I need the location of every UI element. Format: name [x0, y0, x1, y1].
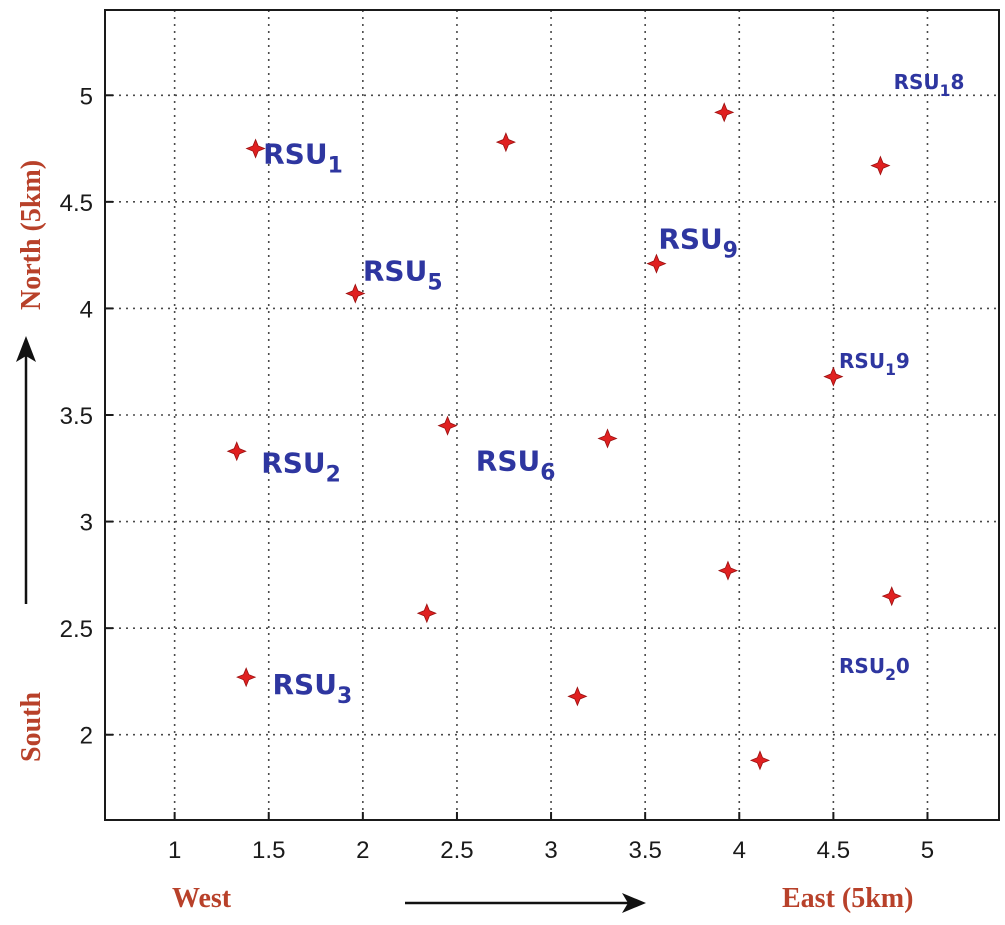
axis-ticks: 1 1.5 2 2.5 3 3.5 4 4.5 5 2 2.5 3 3.5 4 4.5 5	[60, 83, 935, 864]
rsu-label-text: RSU	[273, 668, 337, 701]
y-tick-label: 4	[80, 296, 93, 323]
y-tick-label: 5	[80, 83, 93, 110]
rsu-label-suffix: 0	[896, 654, 910, 678]
rsu-point	[597, 428, 618, 449]
rsu-label-text: RSU	[658, 223, 722, 256]
x-tick-label: 1	[168, 837, 181, 864]
x-tick-label: 2.5	[440, 837, 473, 864]
rsu-label-text: RSU	[476, 444, 540, 477]
rsu-point	[416, 603, 437, 624]
x-tick-label: 2	[356, 837, 369, 864]
rsu-label: RSU20	[839, 654, 910, 684]
rsu-point	[226, 441, 247, 462]
rsu-point	[245, 138, 266, 159]
rsu-point	[717, 560, 739, 581]
rsu-point	[236, 667, 257, 688]
rsu-point	[714, 102, 735, 123]
y-tick-label: 4.5	[60, 190, 93, 217]
rsu-label: RSU6	[476, 444, 556, 485]
grid-lines	[105, 10, 999, 820]
x-tick-label: 4	[733, 837, 746, 864]
rsu-point	[881, 586, 902, 607]
rsu-label-subscript: 1	[885, 361, 896, 379]
rsu-point	[345, 283, 366, 304]
y-tick-label: 3.5	[60, 403, 93, 430]
rsu-point	[646, 253, 667, 274]
rsu-point	[495, 132, 516, 153]
x-tick-label: 4.5	[817, 837, 850, 864]
north-arrow-icon	[16, 336, 36, 604]
rsu-label-subscript: 1	[328, 153, 343, 178]
x-label-west: West	[172, 883, 232, 914]
rsu-label: RSU19	[839, 349, 910, 379]
rsu-label: RSU2	[261, 447, 341, 488]
x-label-east: East (5km)	[782, 883, 913, 914]
rsu-label: RSU3	[273, 668, 353, 709]
y-tick-label: 2.5	[60, 616, 93, 643]
rsu-label-subscript: 2	[885, 666, 896, 684]
data-points	[226, 102, 902, 771]
y-tick-label: 2	[80, 723, 93, 750]
rsu-label: RSU5	[363, 255, 443, 296]
rsu-label-subscript: 5	[427, 271, 442, 296]
rsu-point	[567, 686, 588, 707]
x-tick-label: 5	[921, 837, 934, 864]
y-label-north: North (5km)	[16, 160, 47, 310]
rsu-label-suffix: 9	[896, 349, 910, 373]
rsu-label-subscript: 2	[326, 463, 341, 488]
rsu-label-text: RSU	[363, 255, 427, 288]
rsu-label: RSU1	[263, 137, 343, 178]
rsu-label-subscript: 1	[940, 82, 951, 100]
y-tick-label: 3	[80, 510, 93, 537]
rsu-label-text: RSU	[839, 349, 885, 373]
rsu-label-subscript: 6	[540, 460, 555, 485]
rsu-label: RSU18	[894, 70, 965, 100]
east-arrow-icon	[405, 893, 646, 913]
rsu-point	[870, 155, 891, 176]
rsu-label-subscript: 3	[337, 684, 352, 709]
rsu-label: RSU9	[658, 223, 738, 264]
rsu-label-subscript: 9	[723, 239, 738, 264]
x-tick-label: 1.5	[252, 837, 285, 864]
rsu-label-text: RSU	[263, 137, 327, 170]
rsu-label-text: RSU	[839, 654, 885, 678]
rsu-point	[749, 750, 771, 771]
rsu-label-text: RSU	[894, 70, 940, 94]
rsu-point	[823, 366, 844, 387]
y-label-south: South	[16, 692, 47, 762]
rsu-label-text: RSU	[261, 447, 325, 480]
rsu-label-suffix: 8	[951, 70, 965, 94]
plot-frame	[104, 9, 1000, 821]
x-tick-label: 3	[544, 837, 557, 864]
x-tick-label: 3.5	[628, 837, 661, 864]
rsu-point	[437, 415, 458, 436]
